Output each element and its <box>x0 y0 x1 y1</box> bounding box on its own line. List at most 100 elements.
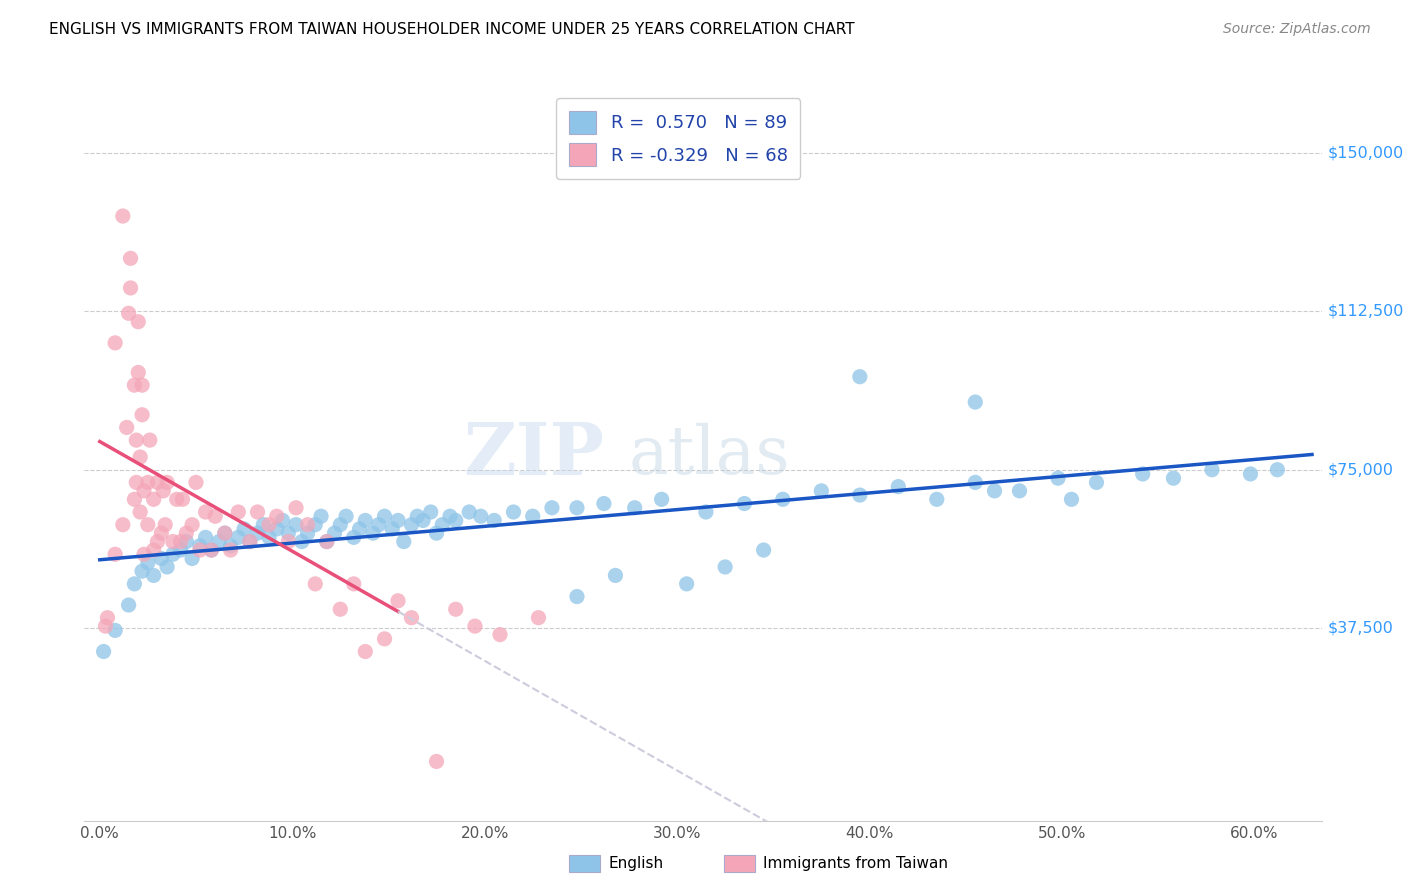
Point <box>271 513 294 527</box>
Point <box>1047 471 1070 485</box>
Point <box>142 492 165 507</box>
Point <box>401 517 423 532</box>
Point <box>444 602 467 616</box>
Point <box>233 522 256 536</box>
Point <box>425 755 447 769</box>
Point <box>129 450 152 464</box>
Point <box>419 505 441 519</box>
Point <box>162 547 184 561</box>
Point <box>343 577 366 591</box>
Point <box>733 497 755 511</box>
Point <box>132 483 155 498</box>
Point <box>335 509 357 524</box>
Point <box>162 534 184 549</box>
Point <box>239 534 262 549</box>
Point <box>432 517 454 532</box>
Point <box>266 509 288 524</box>
Text: Immigrants from Taiwan: Immigrants from Taiwan <box>763 856 949 871</box>
Point <box>132 547 155 561</box>
Text: ZIP: ZIP <box>463 419 605 491</box>
Point <box>136 475 159 490</box>
Point <box>983 483 1005 498</box>
Point <box>675 577 697 591</box>
Point <box>257 530 280 544</box>
Point <box>208 534 231 549</box>
Point <box>111 209 134 223</box>
Point <box>226 530 249 544</box>
Point <box>104 547 127 561</box>
Point <box>219 543 242 558</box>
Point <box>219 539 242 553</box>
Point <box>367 517 389 532</box>
Point <box>277 526 299 541</box>
Point <box>125 475 148 490</box>
Point <box>470 509 492 524</box>
Text: atlas: atlas <box>628 422 790 488</box>
Point <box>329 602 352 616</box>
Point <box>181 551 204 566</box>
Point <box>150 551 173 566</box>
Point <box>323 526 346 541</box>
Point <box>343 530 366 544</box>
Point <box>315 534 337 549</box>
Point <box>541 500 564 515</box>
Point <box>361 526 384 541</box>
FancyBboxPatch shape <box>569 855 600 872</box>
Point <box>124 492 146 507</box>
Point <box>104 335 127 350</box>
Point <box>131 408 153 422</box>
Point <box>239 534 262 549</box>
FancyBboxPatch shape <box>724 855 755 872</box>
Point <box>527 610 550 624</box>
Point <box>146 475 169 490</box>
Text: Source: ZipAtlas.com: Source: ZipAtlas.com <box>1223 22 1371 37</box>
Point <box>266 522 288 536</box>
Point <box>373 632 395 646</box>
Point <box>176 534 198 549</box>
Point <box>291 534 314 549</box>
Point <box>965 475 987 490</box>
Point <box>142 568 165 582</box>
Point <box>124 378 146 392</box>
Point <box>439 509 461 524</box>
Point <box>94 619 117 633</box>
Point <box>1008 483 1031 498</box>
Point <box>695 505 717 519</box>
Point <box>605 568 627 582</box>
Point <box>200 543 222 558</box>
Point <box>285 500 308 515</box>
Point <box>406 509 429 524</box>
Point <box>176 526 198 541</box>
Point <box>153 517 176 532</box>
Text: $75,000: $75,000 <box>1327 462 1393 477</box>
Point <box>849 369 872 384</box>
Point <box>887 480 910 494</box>
Point <box>200 543 222 558</box>
Point <box>146 534 169 549</box>
Point <box>1267 463 1289 477</box>
Point <box>188 539 211 553</box>
Point <box>204 509 226 524</box>
Point <box>714 560 737 574</box>
Point <box>131 378 153 392</box>
Point <box>169 543 191 558</box>
Point <box>484 513 506 527</box>
Point <box>849 488 872 502</box>
Point <box>214 526 236 541</box>
Point <box>104 624 127 638</box>
Point <box>309 509 332 524</box>
Point <box>1201 463 1223 477</box>
Point <box>252 517 274 532</box>
Point <box>96 610 118 624</box>
Point <box>277 534 299 549</box>
Point <box>651 492 673 507</box>
Point <box>425 526 447 541</box>
Point <box>136 556 159 570</box>
Point <box>381 522 404 536</box>
Point <box>349 522 371 536</box>
Point <box>387 594 409 608</box>
Point <box>194 530 217 544</box>
Point <box>297 526 319 541</box>
Point <box>412 513 434 527</box>
Point <box>623 500 645 515</box>
